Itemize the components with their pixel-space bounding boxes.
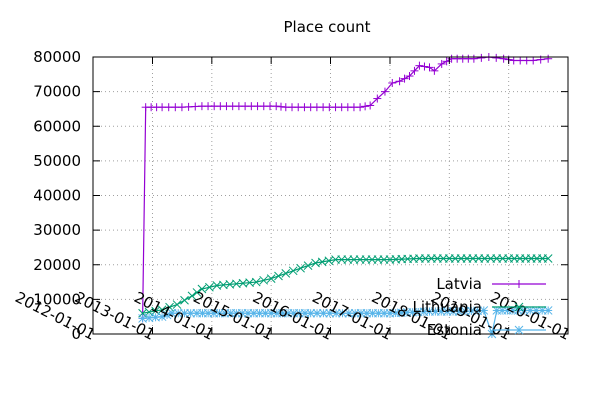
data-point-lithuania [259, 275, 269, 285]
data-point-lithuania [288, 266, 298, 276]
data-point-latvia [499, 54, 508, 63]
y-tick-label: 80000 [33, 48, 81, 66]
x-axis: 2012-01-012013-01-012014-01-012015-01-01… [12, 57, 573, 344]
data-point-latvia [420, 62, 429, 71]
legend-item-estonia: Estonia [427, 321, 546, 339]
series-group [138, 53, 553, 339]
y-tick-label: 0 [71, 325, 81, 343]
data-point-latvia [425, 63, 434, 72]
data-point-lithuania [274, 271, 283, 281]
data-point-estonia [479, 306, 489, 315]
data-point-lithuania [266, 274, 276, 283]
series-lithuania [138, 254, 553, 318]
y-tick-label: 70000 [33, 83, 81, 101]
y-tick-label: 30000 [33, 221, 81, 239]
data-point-latvia [366, 101, 375, 110]
data-point-latvia [544, 54, 553, 63]
legend-item-latvia: Latvia [436, 275, 546, 293]
series-estonia [138, 306, 553, 339]
data-point-latvia [395, 77, 404, 86]
legend-item-lithuania: Lithuania [413, 298, 546, 316]
data-point-latvia [373, 94, 382, 103]
data-point-latvia [415, 61, 424, 70]
y-tick-label: 60000 [33, 117, 81, 135]
data-point-lithuania [192, 288, 202, 297]
data-point-lithuania [303, 261, 313, 270]
data-point-latvia [361, 102, 370, 111]
data-point-lithuania [343, 255, 353, 264]
y-tick-label: 50000 [33, 152, 81, 170]
data-point-latvia [405, 72, 414, 81]
y-axis: 0 10000 20000 30000 40000 50000 60000 70000 8000… [33, 48, 568, 343]
data-point-latvia [356, 103, 365, 112]
data-point-latvia [469, 54, 478, 63]
data-point-estonia [312, 308, 322, 318]
data-point-latvia [272, 102, 281, 111]
data-point-estonia [331, 308, 341, 318]
data-point-lithuania [281, 269, 291, 278]
data-point-latvia [437, 59, 446, 68]
data-point-estonia [162, 310, 172, 320]
data-point-lithuania [251, 277, 261, 287]
chart-title: Place count [284, 18, 371, 36]
data-point-latvia [477, 53, 486, 62]
y-tick-label: 10000 [33, 290, 81, 308]
legend-marker-estonia [514, 325, 524, 335]
legend-marker-lithuania [514, 302, 524, 312]
data-point-lithuania [187, 291, 197, 301]
data-point-lithuania [172, 300, 182, 309]
data-point-lithuania [331, 255, 340, 264]
data-point-latvia [430, 66, 439, 75]
data-point-latvia [410, 66, 419, 75]
data-point-estonia [173, 308, 183, 318]
y-tick-label: 20000 [33, 256, 81, 274]
legend-label-lithuania: Lithuania [413, 298, 482, 316]
legend-label-latvia: Latvia [436, 275, 482, 293]
data-point-lithuania [197, 284, 207, 294]
data-point-lithuania [337, 255, 347, 264]
data-point-latvia [277, 102, 286, 111]
data-point-latvia [388, 78, 397, 87]
data-point-latvia [400, 74, 409, 83]
legend-label-estonia: Estonia [427, 321, 482, 339]
data-point-lithuania [205, 282, 214, 292]
series-line-latvia [142, 56, 549, 319]
data-point-lithuania [349, 255, 359, 264]
data-point-estonia [543, 306, 553, 315]
data-point-lithuania [180, 295, 189, 305]
data-point-lithuania [296, 263, 305, 273]
series-latvia [138, 53, 553, 323]
data-point-estonia [157, 312, 167, 322]
legend-marker-latvia [515, 280, 523, 288]
data-point-estonia [138, 314, 147, 323]
legend: Latvia Lithuania Estonia [413, 275, 546, 339]
data-point-latvia [529, 56, 538, 65]
y-tick-label: 40000 [33, 187, 81, 205]
data-point-estonia [338, 308, 347, 318]
data-point-latvia [492, 53, 501, 62]
data-point-lithuania [543, 254, 553, 263]
data-point-latvia [380, 87, 389, 96]
